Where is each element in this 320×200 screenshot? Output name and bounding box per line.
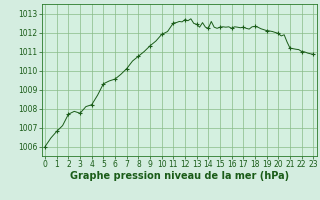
X-axis label: Graphe pression niveau de la mer (hPa): Graphe pression niveau de la mer (hPa) [70,171,289,181]
